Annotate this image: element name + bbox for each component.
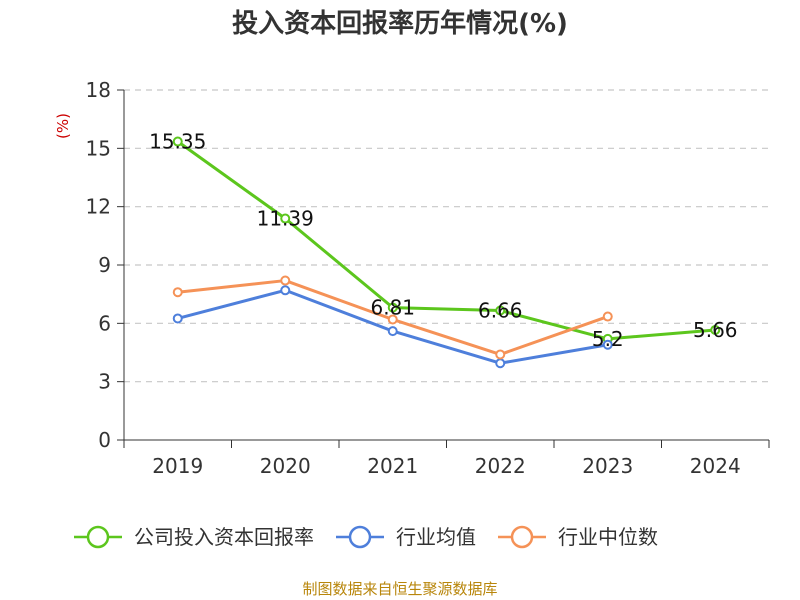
data-label: 15.35 xyxy=(149,130,206,154)
data-label: 11.39 xyxy=(257,207,314,231)
grid-lines xyxy=(124,89,769,383)
data-label: 6.81 xyxy=(370,296,415,320)
legend-label-0: 公司投入资本回报率 xyxy=(134,525,314,549)
series-point-0 xyxy=(387,302,398,313)
legend-marker-2 xyxy=(510,525,534,549)
series-point-2 xyxy=(280,275,291,286)
data-label: 6.66 xyxy=(478,299,523,323)
series-point-2 xyxy=(387,314,398,325)
chart-title: 投入资本回报率历年情况(%) xyxy=(232,8,568,39)
series-point-1 xyxy=(280,285,291,296)
x-tick-label: 2020 xyxy=(260,454,311,478)
y-tick-label: 18 xyxy=(86,78,111,102)
series-point-1 xyxy=(172,313,183,324)
series-point-0 xyxy=(710,324,721,335)
y-tick-label: 0 xyxy=(98,428,111,452)
series-point-0 xyxy=(495,305,506,316)
series-point-1 xyxy=(602,339,613,350)
series-point-2 xyxy=(495,349,506,360)
y-axis-unit: (%) xyxy=(54,113,72,139)
series-layer xyxy=(172,136,721,369)
legend-label-2: 行业中位数 xyxy=(558,525,658,549)
legend-label-1: 行业均值 xyxy=(396,525,476,549)
legend-marker-0 xyxy=(86,525,110,549)
x-tick-label: 2024 xyxy=(690,454,741,478)
series-point-0 xyxy=(280,213,291,224)
legend-marker-1 xyxy=(348,525,372,549)
series-point-1 xyxy=(387,326,398,337)
y-tick-label: 9 xyxy=(98,253,111,277)
y-tick-label: 15 xyxy=(86,136,111,160)
series-point-2 xyxy=(602,311,613,322)
y-tick-label: 6 xyxy=(98,311,111,335)
series-point-2 xyxy=(172,287,183,298)
x-tick-label: 2021 xyxy=(367,454,418,478)
y-tick-label: 12 xyxy=(86,195,111,219)
data-labels: 15.35 11.39 6.81 6.66 5.2 5.66 xyxy=(149,130,737,351)
legend: 公司投入资本回报率 行业均值 行业中位数 xyxy=(74,525,658,549)
series-point-1 xyxy=(495,358,506,369)
data-label: 5.2 xyxy=(592,327,624,351)
source-note: 制图数据来自恒生聚源数据库 xyxy=(302,580,497,598)
x-tick-label: 2023 xyxy=(582,454,633,478)
y-tick-label: 3 xyxy=(98,370,111,394)
series-line-0 xyxy=(176,140,716,341)
x-tick-label: 2022 xyxy=(475,454,526,478)
x-tick-label: 2019 xyxy=(152,454,203,478)
axes: 0 3 6 9 12 15 18 2019 2020 2021 2022 2023 2024 xyxy=(86,78,770,478)
series-point-0 xyxy=(172,136,183,147)
data-label: 5.66 xyxy=(693,318,738,342)
